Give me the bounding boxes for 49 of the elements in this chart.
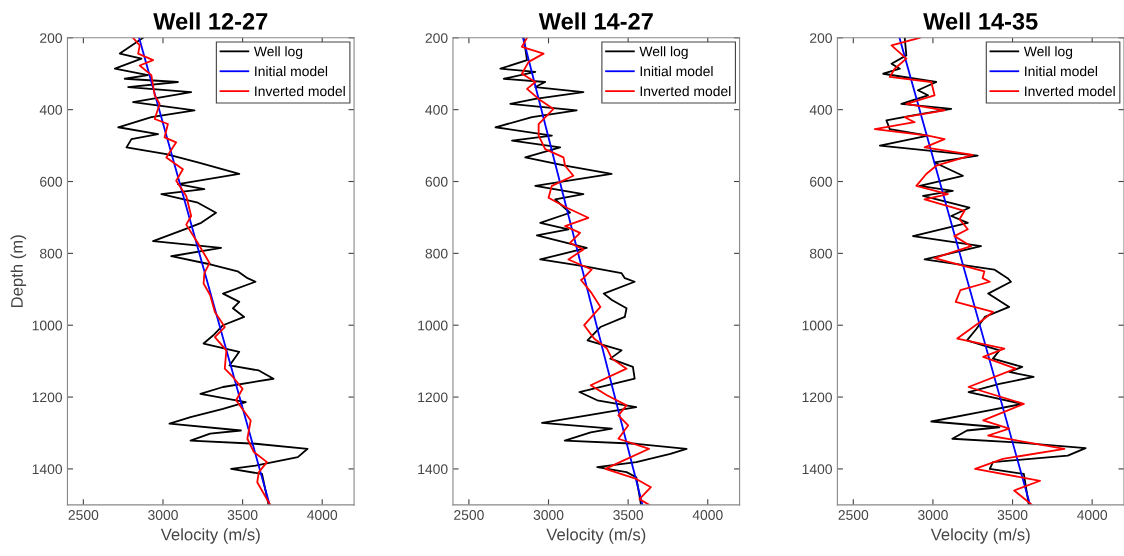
x-tick-label: 3000: [148, 510, 178, 520]
y-tick-label: 400: [39, 104, 63, 115]
y-tick-label: 800: [425, 248, 448, 259]
y-tick-label: 800: [809, 248, 832, 259]
y-tick-label: 600: [810, 176, 832, 187]
x-axis-title: Velocity (m/s): [930, 528, 1030, 544]
y-tick-label: 800: [40, 248, 63, 259]
x-tick-label: 3000: [918, 510, 948, 520]
x-tick-label: 3000: [533, 510, 564, 520]
y-tick-label: 600: [40, 176, 63, 187]
y-tick-label: 1200: [32, 392, 63, 403]
x-tick-label: 4000: [692, 510, 723, 520]
x-tick-label: 4000: [1077, 510, 1108, 520]
x-tick-label: 3500: [613, 510, 644, 520]
x-axis-title: Velocity (m/s): [160, 528, 260, 544]
y-tick-label: 1400: [418, 464, 448, 475]
y-tick-label: 1200: [418, 392, 448, 403]
y-tick-label: 400: [809, 104, 832, 115]
x-tick-label: 2500: [838, 510, 869, 520]
legend-label: Initial model: [1025, 66, 1097, 77]
y-tick-label: 1000: [418, 320, 448, 331]
x-axis-title: Velocity (m/s): [546, 528, 646, 544]
chart-title: Well 14-35: [923, 12, 1038, 30]
legend-label: Initial model: [640, 66, 713, 77]
x-tick-label: 2500: [454, 510, 484, 520]
x-tick-label: 3500: [227, 510, 258, 520]
y-tick-label: 600: [425, 176, 448, 187]
y-tick-label: 1400: [32, 464, 63, 475]
y-tick-label: 1200: [802, 392, 832, 403]
y-axis-title: Depth (m): [10, 235, 27, 307]
y-tick-label: 200: [40, 33, 63, 43]
legend-label: Inverted model: [640, 85, 731, 97]
y-tick-label: 1000: [32, 320, 63, 331]
y-tick-label: 1400: [802, 464, 832, 475]
y-tick-label: 400: [425, 104, 448, 115]
legend-label: Initial model: [255, 66, 328, 77]
y-tick-label: 200: [425, 33, 448, 43]
x-tick-label: 3500: [997, 510, 1028, 520]
legend-label: Inverted model: [1025, 85, 1115, 97]
chart-title: Well 14-27: [538, 12, 653, 30]
x-tick-label: 2500: [68, 510, 99, 520]
x-tick-label: 4000: [307, 510, 338, 520]
y-tick-label: 1000: [802, 320, 832, 331]
legend-label: Well log: [1023, 46, 1073, 60]
legend-label: Well log: [639, 46, 688, 60]
chart-title: Well 12-27: [153, 12, 268, 30]
legend-label: Inverted model: [255, 85, 345, 97]
legend-label: Well log: [253, 46, 303, 60]
y-tick-label: 200: [810, 33, 832, 43]
